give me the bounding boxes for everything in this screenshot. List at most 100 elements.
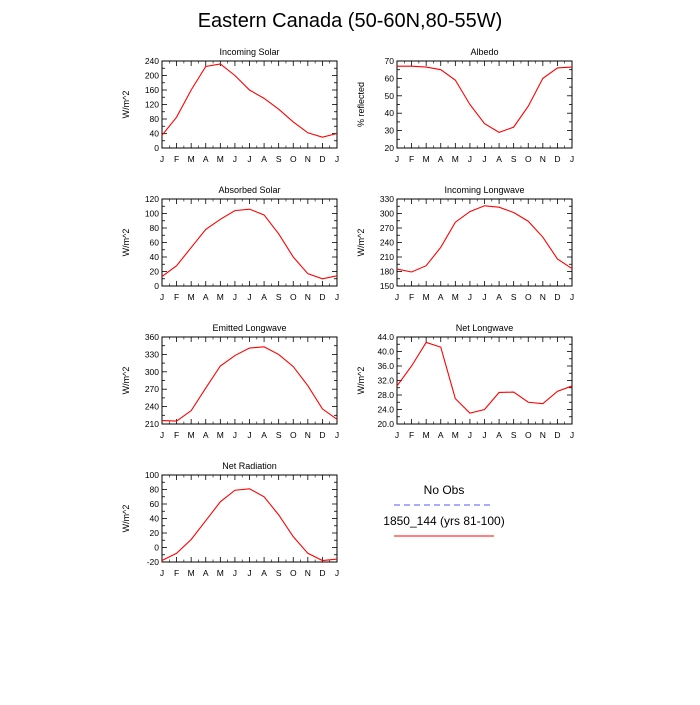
x-tick-label: A [496, 292, 502, 302]
x-tick-label: D [319, 292, 325, 302]
x-tick-label: S [276, 154, 282, 164]
x-tick-label: D [319, 154, 325, 164]
x-tick-label: S [511, 154, 517, 164]
y-tick-label: 300 [145, 367, 159, 377]
y-tick-label: 40.0 [377, 347, 394, 357]
legend: No Obs 1850_144 (yrs 81-100) [383, 483, 504, 536]
y-tick-label: 0 [154, 281, 159, 291]
y-tick-label: 210 [145, 419, 159, 429]
plot-frame [162, 337, 337, 424]
y-tick-label: 60 [150, 238, 160, 248]
x-tick-label: A [203, 292, 209, 302]
x-tick-label: S [511, 430, 517, 440]
x-tick-label: F [409, 430, 414, 440]
x-tick-label: M [217, 292, 224, 302]
y-tick-label: 120 [145, 194, 159, 204]
x-tick-label: F [174, 430, 179, 440]
x-tick-label: J [395, 430, 399, 440]
x-tick-label: J [233, 568, 237, 578]
plot-frame [397, 61, 572, 148]
y-tick-label: 240 [145, 56, 159, 66]
x-tick-label: N [305, 430, 311, 440]
x-tick-label: J [160, 154, 164, 164]
figure-title: Eastern Canada (50-60N,80-55W) [0, 10, 700, 33]
x-tick-label: J [335, 292, 339, 302]
x-tick-label: O [290, 154, 297, 164]
y-tick-label: 24.0 [377, 405, 394, 415]
x-tick-label: O [525, 430, 532, 440]
y-tick-label: 40 [385, 108, 395, 118]
x-tick-label: N [305, 154, 311, 164]
y-tick-label: 150 [380, 281, 394, 291]
x-tick-label: J [247, 430, 251, 440]
y-tick-label: 40 [150, 514, 160, 524]
y-tick-label: 160 [145, 85, 159, 95]
y-tick-label: 0 [154, 543, 159, 553]
y-tick-label: 120 [145, 100, 159, 110]
y-tick-label: 80 [150, 485, 160, 495]
y-tick-label: 60 [385, 73, 395, 83]
x-tick-label: N [540, 292, 546, 302]
x-tick-label: J [482, 430, 486, 440]
y-tick-label: 40 [150, 129, 160, 139]
y-tick-label: 240 [145, 402, 159, 412]
series-line-model [397, 206, 572, 272]
x-tick-label: A [261, 292, 267, 302]
x-tick-label: M [217, 430, 224, 440]
x-tick-label: J [247, 568, 251, 578]
legend-label-obs: No Obs [424, 483, 465, 497]
x-tick-label: J [335, 568, 339, 578]
x-tick-label: M [423, 154, 430, 164]
plot-frame [162, 475, 337, 562]
x-tick-label: F [409, 292, 414, 302]
x-tick-label: O [525, 154, 532, 164]
x-tick-label: O [290, 568, 297, 578]
y-axis-label: W/m^2 [121, 91, 131, 119]
y-tick-label: 44.0 [377, 332, 394, 342]
x-tick-label: F [174, 568, 179, 578]
x-tick-label: J [160, 292, 164, 302]
x-tick-label: M [188, 568, 195, 578]
y-axis-label: W/m^2 [121, 367, 131, 395]
x-tick-label: J [468, 292, 472, 302]
y-tick-label: 180 [380, 267, 394, 277]
panel-title: Incoming Solar [219, 47, 279, 57]
series-line-model [162, 209, 337, 279]
x-tick-label: M [452, 154, 459, 164]
x-tick-label: D [554, 430, 560, 440]
y-tick-label: 300 [380, 209, 394, 219]
y-tick-label: 20 [385, 143, 395, 153]
x-tick-label: A [203, 430, 209, 440]
x-tick-label: D [319, 568, 325, 578]
y-tick-label: 36.0 [377, 361, 394, 371]
x-tick-label: F [174, 154, 179, 164]
series-line-model [397, 342, 572, 413]
x-tick-label: M [423, 430, 430, 440]
y-axis-label: W/m^2 [356, 367, 366, 395]
y-axis-label: W/m^2 [356, 229, 366, 257]
legend-label-model: 1850_144 (yrs 81-100) [383, 514, 504, 528]
panel-title: Net Longwave [456, 323, 514, 333]
y-axis-label: W/m^2 [121, 229, 131, 257]
y-tick-label: 28.0 [377, 390, 394, 400]
series-line-model [162, 347, 337, 421]
x-tick-label: J [335, 154, 339, 164]
plot-frame [162, 61, 337, 148]
panel-title: Emitted Longwave [212, 323, 286, 333]
y-tick-label: 270 [380, 223, 394, 233]
x-tick-label: O [290, 292, 297, 302]
x-tick-label: J [468, 154, 472, 164]
x-tick-label: A [203, 568, 209, 578]
panel-title: Absorbed Solar [218, 185, 280, 195]
y-tick-label: -20 [147, 557, 160, 567]
x-tick-label: J [570, 154, 574, 164]
x-tick-label: A [261, 154, 267, 164]
y-tick-label: 210 [380, 252, 394, 262]
x-tick-label: M [188, 430, 195, 440]
x-tick-label: J [247, 292, 251, 302]
